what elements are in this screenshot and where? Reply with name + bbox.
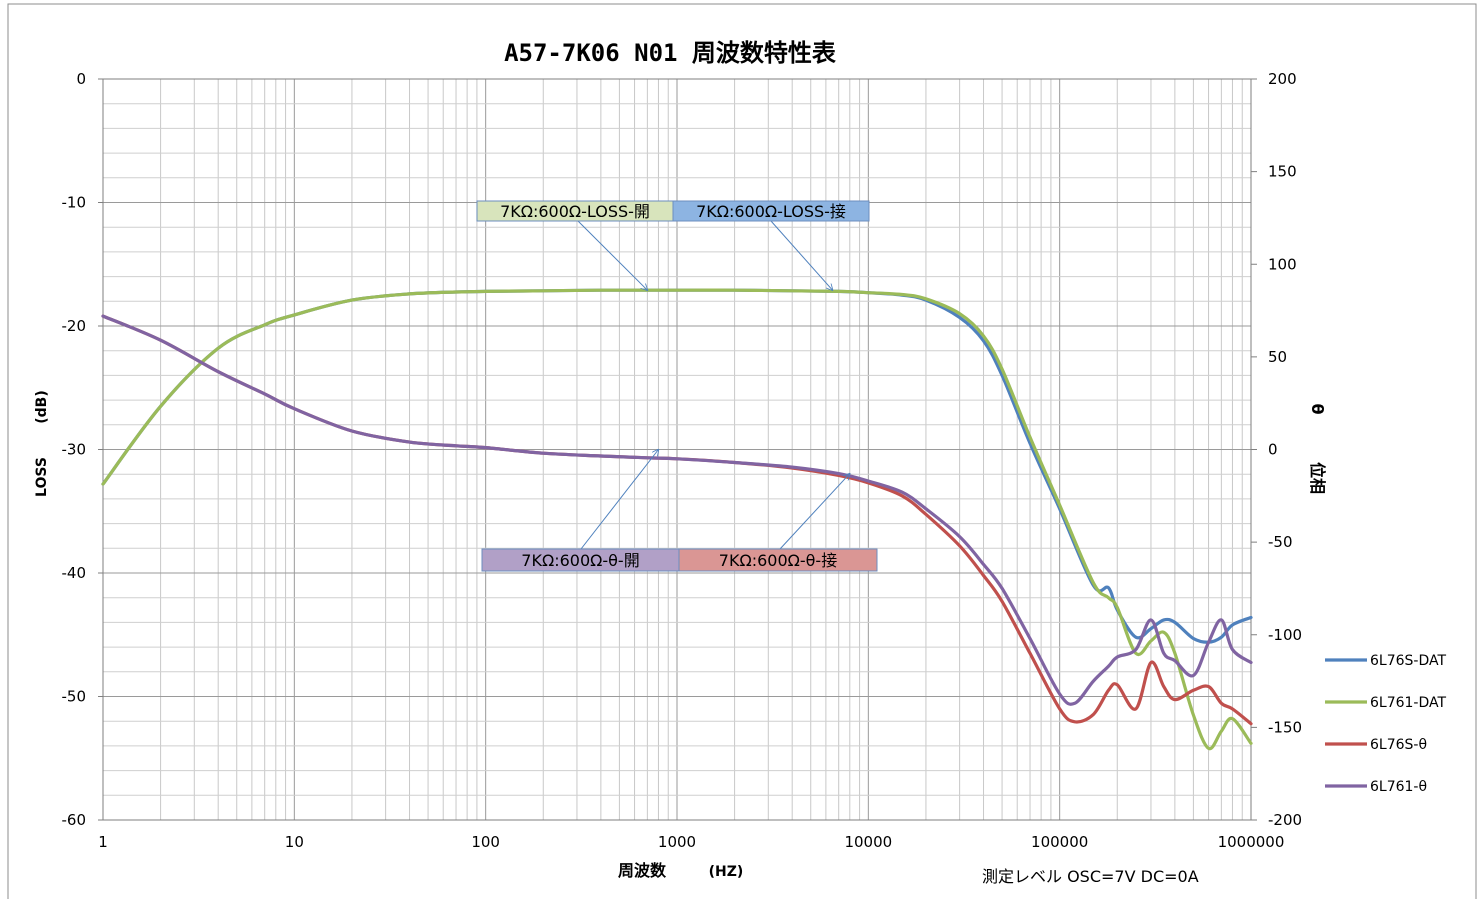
y2-tick-label: 150 (1268, 163, 1297, 181)
annotation-box-3 (678, 548, 878, 572)
y2-axis-label: 位相 (1308, 462, 1327, 494)
legend: 6L76S-DAT 6L761-DAT 6L76S-θ 6L761-θ (1325, 653, 1447, 795)
x-axis-label: 周波数 (618, 861, 667, 880)
y2-axis-unit: θ (1308, 404, 1327, 415)
x-tick-label: 10 (285, 833, 304, 851)
annotation-label-3: 7KΩ:600Ω-θ-接 (719, 551, 837, 570)
chart-title: A57-7K06 N01 周波数特性表 (504, 39, 837, 67)
x-tick-label: 100 (471, 833, 500, 851)
annotation-arrow-2 (580, 450, 658, 550)
annotation-arrow-1 (770, 220, 833, 290)
annotation-label-0: 7KΩ:600Ω-LOSS-開 (500, 202, 650, 221)
x-axis-unit: (HZ) (709, 864, 744, 880)
y-axis-label: LOSS (34, 457, 50, 497)
y2-tick-label: -150 (1268, 718, 1302, 736)
series-line-3 (101, 314, 1253, 706)
tick-labels: 1 10 100 1000 10000 100000 10000000-10-20-30-4… (62, 70, 1303, 851)
x-tick-label: 10000 (844, 833, 892, 851)
y2-tick-label: -200 (1268, 811, 1302, 829)
annotation-arrow-0 (577, 220, 647, 290)
x-tick-label: 1 (98, 833, 108, 851)
y-tick-label: -10 (62, 194, 87, 212)
y2-tick-label: 50 (1268, 348, 1287, 366)
y-tick-label: -30 (62, 441, 87, 459)
series-line-1 (101, 288, 1253, 751)
annotation-label-1: 7KΩ:600Ω-LOSS-接 (696, 202, 846, 221)
annotations: 7KΩ:600Ω-LOSS-開 7KΩ:600Ω-LOSS-接 7KΩ:600Ω-θ… (476, 200, 878, 572)
y2-tick-label: 100 (1268, 255, 1297, 273)
legend-label-0: 6L76S-DAT (1370, 653, 1446, 669)
plot-area-frame (102, 78, 1252, 821)
y2-tick-label: 200 (1268, 70, 1297, 88)
x-tick-label: 1000000 (1218, 833, 1285, 851)
y-axis-unit: (dB) (34, 390, 50, 424)
y-tick-label: 0 (76, 70, 86, 88)
annotation-label-2: 7KΩ:600Ω-θ-開 (521, 551, 639, 570)
legend-label-3: 6L761-θ (1370, 779, 1427, 795)
legend-label-2: 6L76S-θ (1370, 737, 1427, 753)
measurement-note: 測定レベル OSC=7V DC=0A (982, 867, 1199, 886)
annotation-arrow-3 (779, 474, 850, 550)
y-tick-label: -60 (62, 811, 87, 829)
legend-label-1: 6L761-DAT (1370, 695, 1447, 711)
chart-border (7, 3, 1477, 899)
x-tick-label: 1000 (658, 833, 696, 851)
y-tick-label: -40 (62, 564, 87, 582)
y2-tick-label: -50 (1268, 533, 1293, 551)
annotation-box-1 (672, 200, 870, 222)
series-lines (101, 288, 1253, 751)
y-tick-label: -50 (62, 688, 87, 706)
y2-tick-label: 0 (1268, 441, 1278, 459)
y-tick-label: -20 (62, 317, 87, 335)
x-tick-label: 100000 (1031, 833, 1088, 851)
y2-tick-label: -100 (1268, 626, 1302, 644)
